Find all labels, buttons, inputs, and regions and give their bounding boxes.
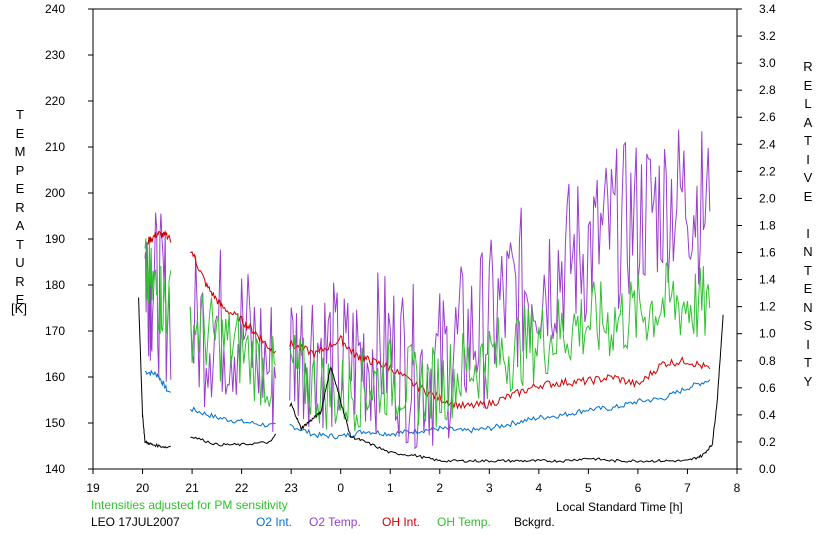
- y-left-tick-label: 190: [45, 232, 65, 246]
- x-tick-label: 6: [635, 481, 642, 495]
- y-left-tick-label: 140: [45, 462, 65, 476]
- series-layer: [138, 129, 724, 463]
- y-right-tick-label: 1.2: [759, 300, 776, 314]
- x-tick-label: 8: [734, 481, 741, 495]
- axis-title-letter: R: [15, 199, 25, 215]
- y-left-tick-label: 210: [45, 140, 65, 154]
- x-tick-label: 4: [536, 481, 543, 495]
- axis-title-letter: T: [16, 236, 24, 252]
- axis-title-letter: [798, 206, 818, 225]
- y-right-tick-label: 0.0: [759, 462, 776, 476]
- x-tick-label: 1: [387, 481, 394, 495]
- axis-title-letter: T: [16, 107, 24, 122]
- axis-title-letter: I: [806, 151, 810, 167]
- series-line-bckgrd: [138, 297, 724, 463]
- y-right-tick-label: 1.6: [759, 246, 776, 260]
- y-right-tick-label: 2.2: [759, 164, 776, 178]
- x-tick-label: 20: [136, 481, 150, 495]
- x-tick-label: 23: [284, 481, 298, 495]
- y-right-tick-label: 3.0: [759, 56, 776, 70]
- axis-title-letter: E: [803, 188, 813, 204]
- legend-item: OH Int.: [382, 515, 421, 529]
- y-right-tick-label: 2.4: [759, 137, 776, 151]
- axis-title-letter: I: [806, 225, 810, 241]
- legend-item: O2 Temp.: [309, 515, 361, 529]
- x-tick-label: 5: [585, 481, 592, 495]
- y-right-tick-label: 3.4: [759, 2, 776, 16]
- series-line-oh-int: [147, 230, 711, 410]
- x-tick-label: 22: [235, 481, 249, 495]
- axis-title-letter: T: [804, 262, 812, 278]
- y-left-tick-label: 180: [45, 278, 65, 292]
- y-left-tick-label: 160: [45, 370, 65, 384]
- ticks-layer: 19 20 21 22 23 0 1 2 3 4 5 6 7 8240230220210200190180…: [45, 2, 776, 495]
- y-right-tick-label: 1.4: [759, 273, 776, 287]
- axis-title-letter: N: [803, 244, 813, 259]
- x-tick-label: 2: [436, 481, 443, 495]
- y-right-tick-label: 0.2: [759, 435, 776, 449]
- axis-title-letter: I: [806, 336, 810, 352]
- y-right-tick-label: 1.8: [759, 218, 776, 232]
- axis-title-letter: E: [803, 281, 813, 296]
- legend-item: OH Temp.: [437, 515, 491, 529]
- y-right-tick-label: 2.8: [759, 83, 776, 97]
- series-line-oh-temp: [144, 238, 711, 431]
- axis-title-letter: N: [803, 299, 813, 315]
- y-left-tick-label: 230: [45, 48, 65, 62]
- axis-title-letter: Y: [803, 373, 813, 389]
- y-right-tick-label: 0.6: [759, 381, 776, 395]
- x-tick-label: 21: [185, 481, 199, 495]
- y-left-tick-label: 200: [45, 186, 65, 200]
- x-tick-label: 7: [684, 481, 691, 495]
- axis-title-letter: E: [15, 181, 25, 196]
- y-left-tick-label: 220: [45, 94, 65, 108]
- pm-sensitivity-note: Intensities adjusted for PM sensitivity: [91, 498, 288, 512]
- legend-item: O2 Int.: [256, 515, 293, 529]
- axis-title-letter: L: [804, 96, 812, 111]
- axis-title-letter: S: [803, 318, 813, 333]
- x-tick-label: 19: [86, 481, 100, 495]
- y-right-tick-label: 3.2: [759, 29, 776, 43]
- y-left-tick-label: 170: [45, 324, 65, 338]
- axis-title-letter: T: [804, 133, 812, 148]
- y-right-tick-label: 2.0: [759, 191, 776, 205]
- axis-title-letter: R: [803, 59, 813, 74]
- x-tick-label: 0: [337, 481, 344, 495]
- series-line-o2-temp: [144, 129, 711, 450]
- axis-title-letter: R: [15, 273, 25, 289]
- x-tick-label: 3: [486, 481, 493, 495]
- axis-title-letter: A: [15, 218, 25, 233]
- axis-title-letter: P: [15, 162, 25, 178]
- y-left-tick-label: 150: [45, 416, 65, 430]
- axis-title-letter: A: [803, 114, 813, 130]
- y-right-tick-label: 0.8: [759, 354, 776, 368]
- axis-title-letter: M: [14, 144, 26, 159]
- axis-title-letter: E: [15, 125, 25, 141]
- y-left-tick-label: 240: [45, 2, 65, 16]
- y-right-tick-label: 2.6: [759, 110, 776, 124]
- axis-title-letter: E: [803, 77, 813, 93]
- series-line-o2-int: [144, 369, 711, 440]
- axis-title-letter: V: [803, 170, 813, 185]
- y-right-tick-label: 0.4: [759, 408, 776, 422]
- y-right-tick-label: 1.0: [759, 327, 776, 341]
- axis-title-letter: E: [15, 292, 25, 307]
- station-date: LEO 17JUL2007: [91, 515, 180, 529]
- x-axis-label: Local Standard Time [h]: [556, 500, 683, 514]
- axis-title-letter: U: [15, 255, 25, 270]
- legend-item: Bckgrd.: [514, 515, 555, 529]
- left-axis-unit: [K]: [11, 301, 27, 316]
- axis-title-letter: T: [804, 355, 812, 370]
